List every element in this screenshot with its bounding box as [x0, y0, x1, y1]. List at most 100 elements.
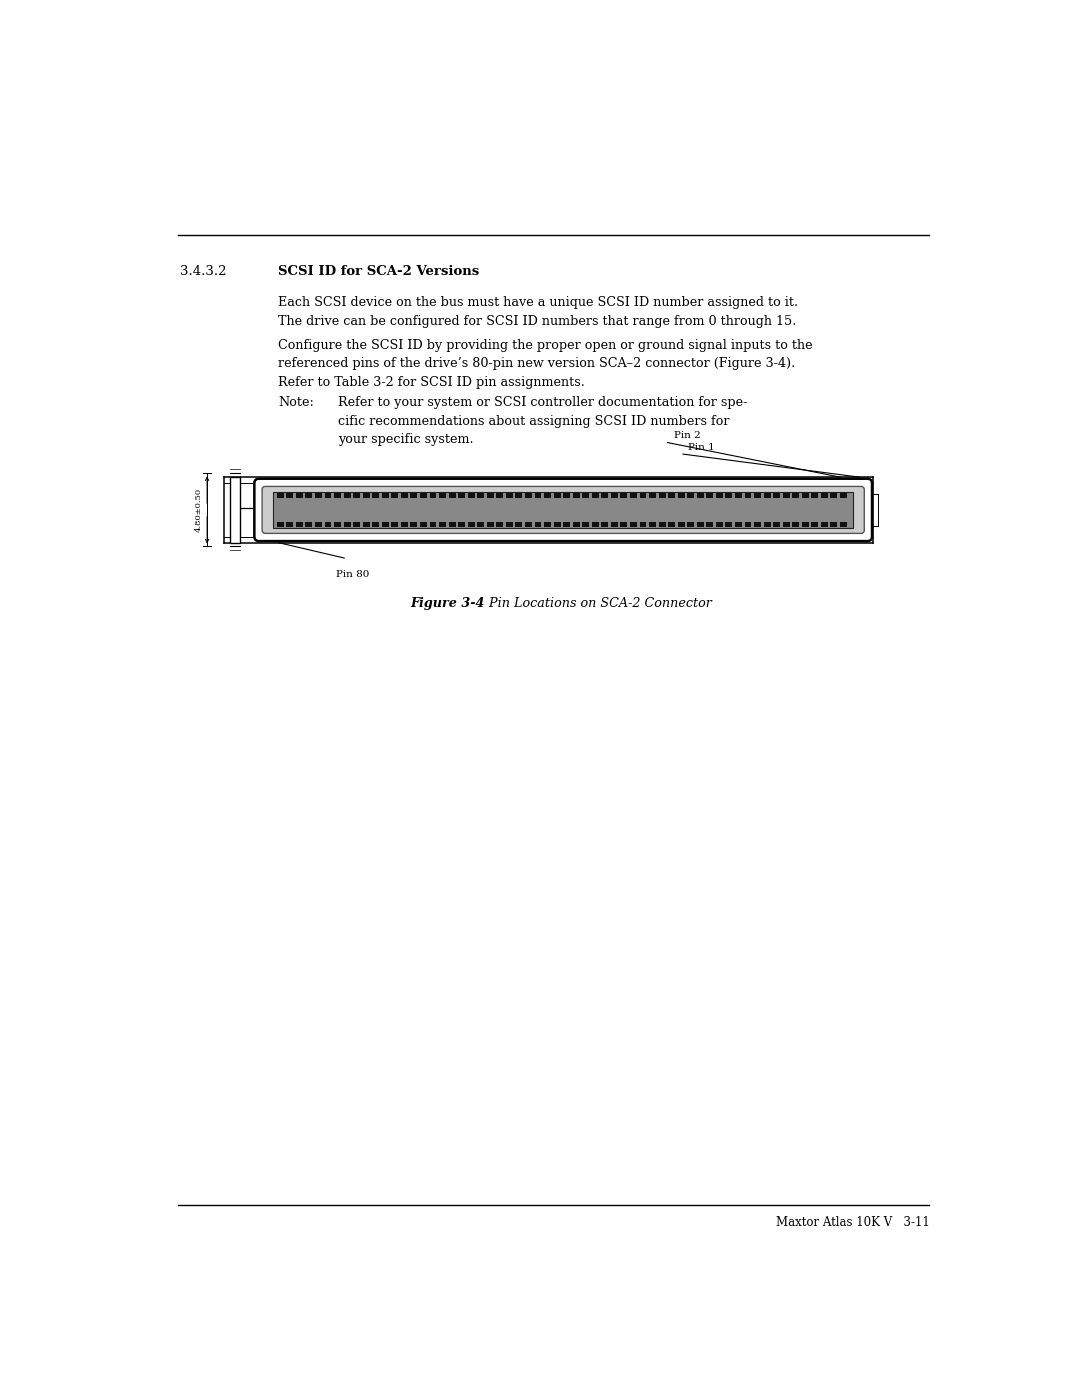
Bar: [811, 522, 819, 527]
Bar: [477, 493, 484, 497]
Bar: [325, 493, 332, 497]
Bar: [440, 493, 446, 497]
Bar: [811, 493, 819, 497]
Bar: [401, 522, 408, 527]
Bar: [458, 522, 465, 527]
Text: 3.4.3.2: 3.4.3.2: [180, 265, 227, 278]
Text: Pin 2: Pin 2: [674, 432, 700, 440]
Bar: [572, 493, 580, 497]
Bar: [592, 493, 598, 497]
Bar: [754, 493, 761, 497]
Bar: [649, 522, 656, 527]
Bar: [735, 493, 742, 497]
Text: Pin Locations on SCA-2 Connector: Pin Locations on SCA-2 Connector: [482, 597, 713, 609]
Bar: [669, 522, 675, 527]
Bar: [697, 522, 704, 527]
Bar: [678, 522, 685, 527]
Bar: [273, 492, 853, 528]
Text: SCSI ID for SCA-2 Versions: SCSI ID for SCA-2 Versions: [279, 265, 480, 278]
Bar: [363, 522, 369, 527]
Bar: [525, 522, 531, 527]
Bar: [592, 522, 598, 527]
Bar: [563, 493, 570, 497]
Bar: [306, 522, 312, 527]
Bar: [515, 493, 523, 497]
Bar: [706, 522, 713, 527]
Bar: [687, 522, 694, 527]
Text: Each SCSI device on the bus must have a unique SCSI ID number assigned to it.
Th: Each SCSI device on the bus must have a …: [279, 296, 798, 328]
Bar: [783, 493, 789, 497]
Bar: [468, 522, 474, 527]
Bar: [497, 493, 503, 497]
Bar: [773, 522, 780, 527]
Bar: [726, 493, 732, 497]
Bar: [296, 522, 302, 527]
Bar: [448, 493, 456, 497]
Bar: [744, 493, 752, 497]
Bar: [801, 493, 809, 497]
Bar: [286, 493, 294, 497]
Bar: [659, 522, 665, 527]
Bar: [554, 493, 561, 497]
Bar: [840, 522, 847, 527]
Bar: [363, 493, 369, 497]
Bar: [373, 493, 379, 497]
Bar: [793, 493, 799, 497]
Text: Refer to your system or SCSI controller documentation for spe-
cific recommendat: Refer to your system or SCSI controller …: [338, 397, 747, 446]
Bar: [754, 522, 761, 527]
Bar: [505, 493, 513, 497]
Bar: [535, 493, 541, 497]
Bar: [602, 522, 608, 527]
Bar: [669, 493, 675, 497]
FancyBboxPatch shape: [255, 479, 872, 541]
Bar: [544, 522, 551, 527]
Bar: [764, 522, 770, 527]
Bar: [783, 522, 789, 527]
Bar: [420, 522, 427, 527]
Bar: [410, 493, 417, 497]
Text: Pin 80: Pin 80: [337, 570, 369, 578]
Bar: [343, 522, 351, 527]
Bar: [840, 493, 847, 497]
Bar: [697, 493, 704, 497]
Bar: [525, 493, 531, 497]
FancyBboxPatch shape: [262, 486, 864, 534]
Bar: [315, 522, 322, 527]
Bar: [649, 493, 656, 497]
Bar: [515, 522, 523, 527]
Bar: [497, 522, 503, 527]
Bar: [286, 522, 294, 527]
Bar: [468, 493, 474, 497]
Bar: [343, 493, 351, 497]
Bar: [306, 493, 312, 497]
Text: Maxtor Atlas 10K V   3-11: Maxtor Atlas 10K V 3-11: [775, 1217, 930, 1229]
Bar: [296, 493, 302, 497]
Bar: [382, 522, 389, 527]
Bar: [716, 493, 723, 497]
Bar: [602, 493, 608, 497]
Bar: [410, 522, 417, 527]
Bar: [353, 493, 360, 497]
Bar: [544, 493, 551, 497]
Bar: [706, 493, 713, 497]
Bar: [630, 493, 637, 497]
Bar: [487, 522, 494, 527]
Bar: [821, 522, 827, 527]
Bar: [430, 522, 436, 527]
Text: 4.80±0.50: 4.80±0.50: [194, 488, 202, 532]
Bar: [659, 493, 665, 497]
Bar: [430, 493, 436, 497]
Bar: [440, 522, 446, 527]
Bar: [764, 493, 770, 497]
Bar: [582, 522, 590, 527]
Bar: [276, 493, 284, 497]
Text: Pin 1: Pin 1: [688, 443, 714, 451]
Bar: [401, 493, 408, 497]
Bar: [582, 493, 590, 497]
Text: Figure 3-4: Figure 3-4: [410, 597, 485, 609]
Bar: [391, 493, 399, 497]
Bar: [639, 522, 647, 527]
Bar: [334, 522, 341, 527]
Bar: [420, 493, 427, 497]
Bar: [554, 522, 561, 527]
